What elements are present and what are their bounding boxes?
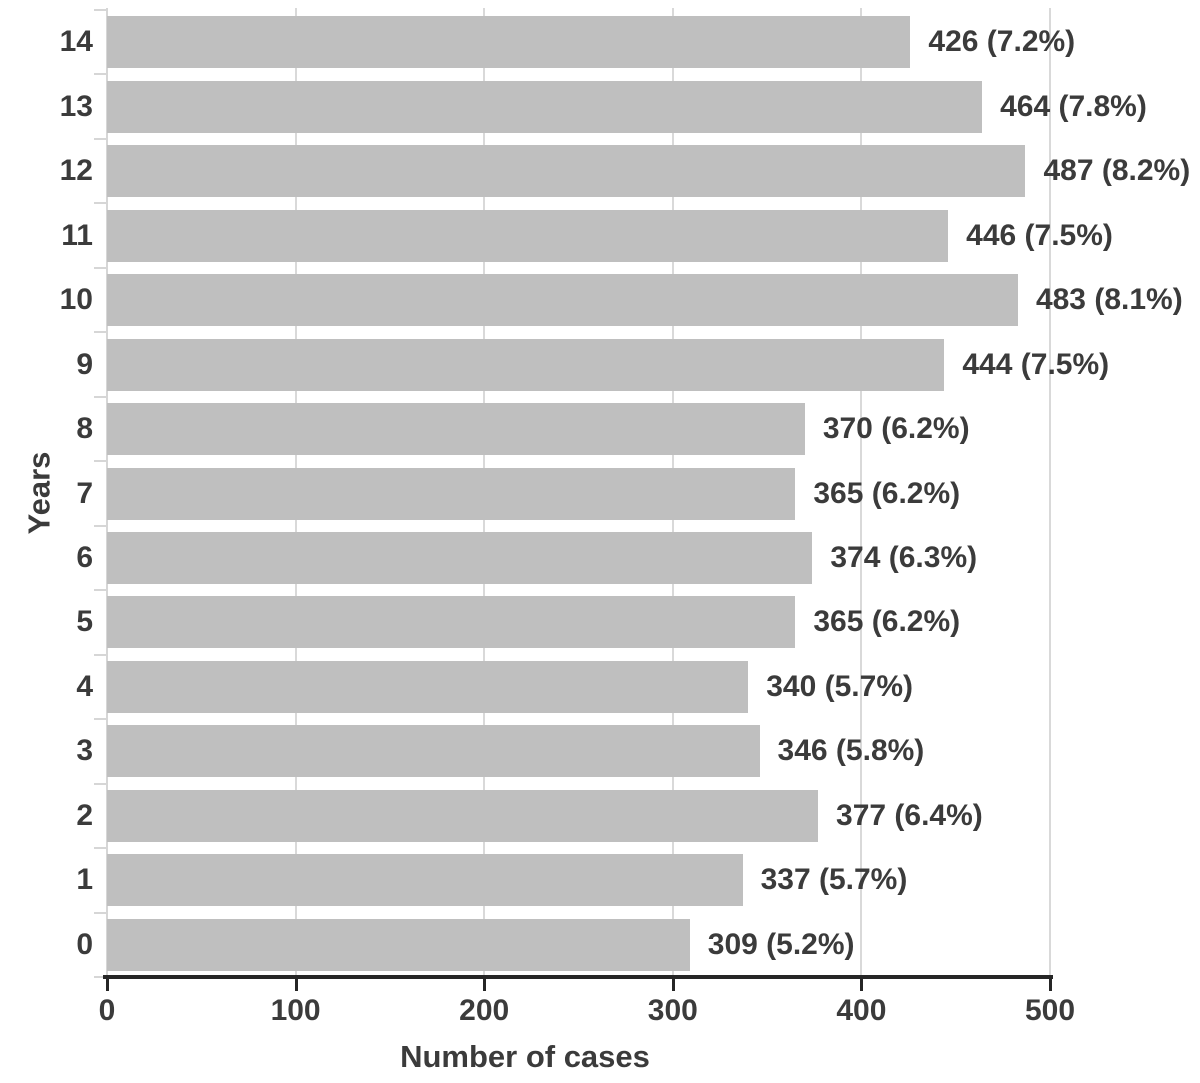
- bar-value-label: 370 (6.2%): [822, 412, 970, 446]
- bar-row: 483 (8.1%): [107, 268, 1200, 332]
- y-axis-tick: [94, 9, 107, 11]
- y-tick-label: 12: [59, 154, 93, 188]
- bar: [107, 145, 1026, 198]
- y-axis-tick: [94, 202, 107, 205]
- y-tick-label: 3: [76, 734, 93, 768]
- x-tick-label: 0: [98, 994, 116, 1027]
- gridline: [860, 8, 863, 977]
- bar-row: 377 (6.4%): [107, 784, 1200, 848]
- bar: [107, 209, 949, 262]
- bar: [107, 596, 796, 649]
- y-axis-tick: [94, 266, 107, 269]
- bar-value-label: 483 (8.1%): [1035, 283, 1183, 317]
- bar-row: 365 (6.2%): [107, 461, 1200, 525]
- y-tick-label: 9: [76, 347, 93, 381]
- bar-row: 346 (5.8%): [107, 719, 1200, 783]
- x-axis-tick: [860, 979, 864, 991]
- y-tick-label: 10: [59, 283, 93, 317]
- y-axis-tick: [94, 911, 107, 914]
- x-axis-line: [103, 975, 1053, 979]
- y-tick-label: 14: [59, 25, 93, 59]
- bar-row: 365 (6.2%): [107, 590, 1200, 654]
- bar-row: 426 (7.2%): [107, 10, 1200, 74]
- bar-row: 444 (7.5%): [107, 332, 1200, 396]
- bar-row: 337 (5.7%): [107, 848, 1200, 912]
- bar: [107, 531, 813, 584]
- y-tick-label: 13: [59, 89, 93, 123]
- x-tick-label: 400: [836, 994, 887, 1027]
- y-axis-tick: [94, 847, 107, 850]
- y-tick-label: 6: [76, 540, 93, 574]
- bar-value-label: 377 (6.4%): [836, 798, 983, 832]
- x-tick-label: 100: [270, 994, 321, 1027]
- bar-value-label: 309 (5.2%): [707, 927, 855, 961]
- y-axis-tick: [94, 718, 107, 721]
- bar: [107, 918, 690, 971]
- x-axis-tick: [671, 979, 675, 991]
- bars-area: 426 (7.2%) 464 (7.8%) 487 (8.2%) 446 (7.5%)…: [107, 10, 1200, 977]
- bar: [107, 403, 805, 456]
- bar-value-label: 340 (5.7%): [766, 669, 913, 703]
- y-axis-tick: [94, 395, 107, 398]
- x-tick-label: 300: [647, 994, 698, 1027]
- bar: [107, 660, 749, 713]
- bar-value-label: 346 (5.8%): [777, 734, 925, 768]
- bar-value-label: 365 (6.2%): [813, 476, 961, 510]
- y-axis-tick-labels: 14 13 12 11 10 9 8 7 6 5 4 3 2 1 0: [0, 10, 93, 977]
- bar: [107, 80, 983, 133]
- bar-value-label: 365 (6.2%): [813, 605, 961, 639]
- bar-value-label: 426 (7.2%): [928, 25, 1076, 59]
- bar-value-label: 446 (7.5%): [966, 218, 1113, 252]
- bar: [107, 467, 796, 520]
- bar-row: 487 (8.2%): [107, 139, 1200, 203]
- y-tick-label: 2: [76, 798, 93, 832]
- bar-row: 370 (6.2%): [107, 397, 1200, 461]
- x-axis-title: Number of cases: [400, 1039, 650, 1074]
- bar-row: 374 (6.3%): [107, 526, 1200, 590]
- y-axis-tick: [94, 524, 107, 527]
- bar: [107, 789, 819, 842]
- y-tick-label: 11: [61, 218, 93, 252]
- bar-value-label: 464 (7.8%): [1000, 89, 1147, 123]
- y-axis-tick: [94, 976, 107, 978]
- bar: [107, 16, 911, 69]
- y-tick-label: 8: [76, 412, 93, 446]
- y-axis-tick: [94, 589, 107, 592]
- x-axis-tick: [483, 979, 487, 991]
- x-tick-label: 200: [459, 994, 510, 1027]
- bar-row: 309 (5.2%): [107, 913, 1200, 977]
- y-tick-label: 5: [76, 605, 93, 639]
- x-axis-tick: [106, 979, 109, 991]
- bar: [107, 338, 945, 391]
- y-axis-tick: [94, 653, 107, 656]
- x-tick-label: 500: [1024, 994, 1076, 1027]
- y-tick-label: 7: [76, 476, 93, 510]
- bar-row: 464 (7.8%): [107, 74, 1200, 138]
- y-axis-title: Years: [21, 451, 57, 535]
- y-tick-label: 0: [76, 927, 93, 961]
- gridline: [1049, 8, 1051, 977]
- bar-row: 340 (5.7%): [107, 655, 1200, 719]
- x-axis-tick: [1049, 979, 1052, 991]
- bar: [107, 725, 760, 778]
- y-tick-label: 4: [76, 669, 93, 703]
- y-axis-tick: [94, 782, 107, 785]
- y-tick-label: 1: [76, 863, 93, 897]
- y-axis-tick: [94, 137, 107, 140]
- bar-value-label: 374 (6.3%): [830, 540, 978, 574]
- bar-value-label: 337 (5.7%): [760, 863, 908, 897]
- y-axis-tick: [94, 331, 107, 334]
- bar-value-label: 444 (7.5%): [962, 347, 1110, 381]
- bar-value-label: 487 (8.2%): [1043, 154, 1191, 188]
- y-axis-tick: [94, 73, 107, 76]
- y-axis-tick: [94, 460, 107, 463]
- x-axis-tick: [294, 979, 298, 991]
- bar: [107, 854, 743, 907]
- bar: [107, 274, 1018, 327]
- bar-row: 446 (7.5%): [107, 203, 1200, 267]
